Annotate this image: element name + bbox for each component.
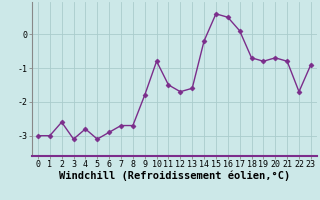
X-axis label: Windchill (Refroidissement éolien,°C): Windchill (Refroidissement éolien,°C)	[59, 171, 290, 181]
